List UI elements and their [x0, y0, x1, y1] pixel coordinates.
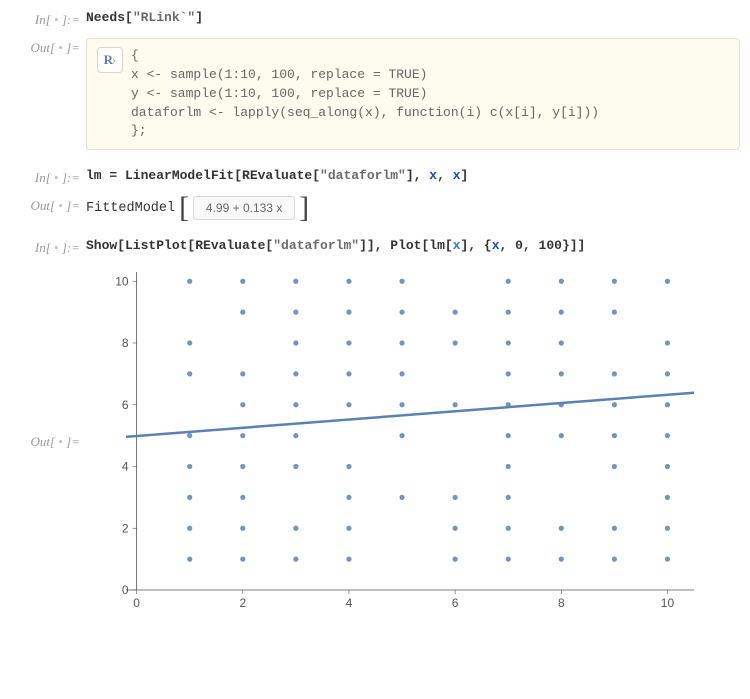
- out-label: Out[ • ]=: [10, 196, 86, 214]
- output-cell-1: Out[ • ]= R› { x <- sample(1:10, 100, re…: [10, 38, 740, 150]
- svg-text:2: 2: [122, 521, 129, 535]
- code-line-needs[interactable]: Needs["RLink`"]: [86, 10, 740, 25]
- input-cell-1: In[ • ]:= Needs["RLink`"]: [10, 10, 740, 28]
- svg-text:0: 0: [122, 583, 129, 597]
- input-cell-2: In[ • ]:= lm = LinearModelFit[REvaluate[…: [10, 168, 740, 186]
- svg-text:8: 8: [122, 336, 129, 350]
- input-cell-3: In[ • ]:= Show[ListPlot[REvaluate["dataf…: [10, 238, 740, 256]
- out-label: Out[ • ]=: [10, 432, 86, 450]
- svg-text:2: 2: [239, 596, 246, 610]
- in-label: In[ • ]:=: [10, 10, 86, 28]
- output-cell-2: Out[ • ]= FittedModel [ 4.99 + 0.133 x ]: [10, 196, 740, 220]
- fitted-head: FittedModel: [86, 201, 175, 216]
- code-line-lm[interactable]: lm = LinearModelFit[REvaluate["dataforlm…: [86, 168, 740, 183]
- fitted-formula-box: 4.99 + 0.133 x: [193, 196, 295, 220]
- svg-text:8: 8: [558, 596, 565, 610]
- svg-text:6: 6: [122, 398, 129, 412]
- in-label: In[ • ]:=: [10, 168, 86, 186]
- r-code-text: { x <- sample(1:10, 100, replace = TRUE)…: [131, 47, 599, 141]
- r-code-block: R› { x <- sample(1:10, 100, replace = TR…: [86, 38, 740, 150]
- in-label: In[ • ]:=: [10, 238, 86, 256]
- r-badge-icon: R›: [97, 47, 123, 73]
- svg-text:4: 4: [346, 596, 353, 610]
- fitted-model-output: FittedModel [ 4.99 + 0.133 x ]: [86, 196, 740, 220]
- scatter-plot: 0 2 4 6 8 10 0 2 4 6 8 10: [92, 266, 702, 616]
- svg-text:4: 4: [122, 460, 129, 474]
- svg-text:6: 6: [452, 596, 459, 610]
- output-cell-3: Out[ • ]= 0 2 4 6 8 10 0 2 4 6 8 10: [10, 266, 740, 616]
- svg-text:10: 10: [115, 274, 129, 288]
- svg-text:0: 0: [133, 596, 140, 610]
- code-line-show[interactable]: Show[ListPlot[REvaluate["dataforlm"]], P…: [86, 238, 740, 253]
- svg-text:10: 10: [661, 596, 675, 610]
- out-label: Out[ • ]=: [10, 38, 86, 56]
